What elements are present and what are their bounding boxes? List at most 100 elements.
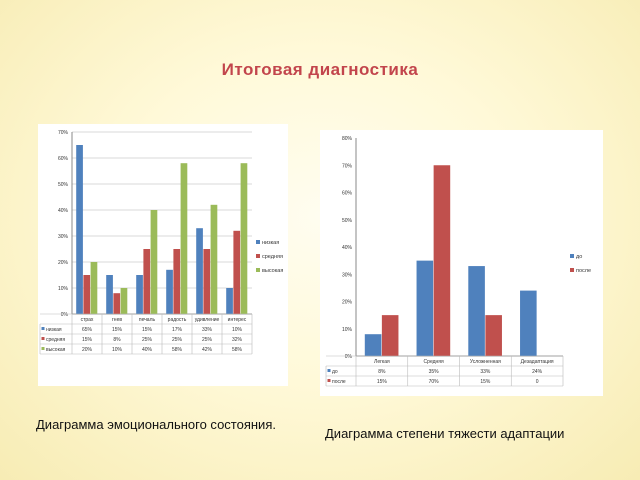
- y-tick-label: 0%: [61, 312, 69, 318]
- bar: [240, 163, 248, 314]
- table-cell: 10%: [112, 347, 123, 353]
- bar: [180, 163, 188, 314]
- bar: [468, 266, 485, 356]
- legend-label: после: [576, 268, 591, 274]
- table-cell: 33%: [480, 369, 491, 375]
- table-cell: 15%: [82, 337, 93, 343]
- table-cell: 32%: [232, 337, 243, 343]
- legend-key: [256, 240, 260, 244]
- y-tick-label: 80%: [342, 136, 353, 142]
- y-tick-label: 30%: [58, 234, 69, 240]
- table-cell: 65%: [82, 327, 93, 333]
- y-tick-label: 10%: [58, 286, 69, 292]
- bar: [143, 249, 151, 314]
- legend-key: [256, 254, 260, 258]
- table-series-label: средняя: [46, 337, 65, 343]
- x-tick-label: Средняя: [424, 359, 444, 365]
- slide-title: Итоговая диагностика: [221, 60, 419, 79]
- legend-key: [570, 268, 574, 272]
- bar: [90, 262, 98, 314]
- table-cell: 15%: [377, 379, 388, 385]
- bar: [76, 145, 83, 314]
- table-legend-key: [327, 369, 331, 372]
- table-legend-key: [327, 379, 331, 382]
- x-tick-label: печаль: [139, 317, 156, 323]
- table-cell: 10%: [232, 327, 243, 333]
- x-tick-label: удивление: [195, 317, 220, 323]
- x-tick-label: Усложненная: [470, 359, 501, 365]
- table-cell: 42%: [202, 347, 213, 353]
- bar: [150, 210, 158, 314]
- legend-label: средняя: [262, 254, 283, 260]
- x-tick-label: Легкая: [374, 359, 390, 365]
- x-tick-label: радость: [168, 317, 187, 323]
- bar: [203, 249, 211, 314]
- bar: [166, 269, 173, 314]
- left-chart-caption: Диаграмма эмоционального состояния.: [36, 417, 276, 432]
- y-tick-label: 70%: [58, 130, 69, 136]
- right-chart-caption: Диаграмма степени тяжести адаптации: [325, 426, 565, 441]
- bar: [364, 334, 382, 356]
- bar: [233, 230, 241, 314]
- bar: [196, 228, 203, 314]
- table-cell: 20%: [82, 347, 93, 353]
- bar: [520, 290, 537, 356]
- table-legend-key: [41, 347, 45, 350]
- table-series-label: высокая: [46, 347, 66, 353]
- table-cell: 25%: [202, 337, 213, 343]
- bar: [226, 288, 233, 314]
- y-tick-label: 60%: [342, 191, 353, 197]
- table-cell: 35%: [429, 369, 440, 375]
- table-series-label: низкая: [46, 327, 62, 333]
- table-series-label: до: [332, 369, 338, 375]
- legend-label: высокая: [262, 268, 283, 274]
- y-tick-label: 40%: [342, 245, 353, 251]
- table-cell: 24%: [532, 369, 543, 375]
- table-cell: 0: [536, 379, 539, 385]
- bar: [83, 275, 91, 314]
- y-tick-label: 10%: [342, 327, 353, 333]
- y-tick-label: 30%: [342, 272, 353, 278]
- adaptation-severity-chart: 0% 10% 20% 30% 40% 50% 60% 70% 80% Легкая Средняя У…: [320, 130, 603, 396]
- y-tick-label: 20%: [342, 300, 353, 306]
- adaptation-severity-chart-svg: 0% 10% 20% 30% 40% 50% 60% 70% 80% Легкая Средняя У…: [325, 136, 591, 387]
- y-tick-label: 60%: [58, 156, 69, 162]
- bar: [106, 275, 113, 314]
- bar: [381, 315, 399, 356]
- y-tick-label: 20%: [58, 260, 69, 266]
- table-cell: 15%: [480, 379, 491, 385]
- x-tick-label: интерес: [228, 317, 247, 323]
- legend-key: [256, 268, 260, 272]
- table-cell: 40%: [142, 347, 153, 353]
- table-cell: 70%: [429, 379, 440, 385]
- bar: [433, 165, 451, 356]
- x-tick-label: страх: [81, 317, 94, 323]
- bar: [113, 293, 121, 314]
- y-tick-label: 70%: [342, 163, 353, 169]
- table-legend-key: [41, 337, 45, 340]
- bar: [136, 275, 143, 314]
- bar: [485, 315, 502, 356]
- table-cell: 17%: [172, 327, 183, 333]
- x-tick-label: гнев: [112, 317, 122, 323]
- bar: [416, 260, 434, 356]
- emotional-state-chart: 0% 10% 20% 30% 40% 50% 60% 70% страх гнев печаль ра…: [38, 124, 288, 386]
- legend-key: [570, 254, 574, 258]
- table-cell: 33%: [202, 327, 213, 333]
- table-cell: 8%: [378, 369, 386, 375]
- bar: [173, 249, 181, 314]
- legend-label: до: [576, 254, 582, 260]
- table-cell: 8%: [113, 337, 121, 343]
- table-series-label: после: [332, 379, 346, 385]
- y-tick-label: 50%: [342, 218, 353, 224]
- table-cell: 15%: [142, 327, 153, 333]
- table-cell: 25%: [172, 337, 183, 343]
- bar: [120, 288, 128, 314]
- legend-label: низкая: [262, 240, 279, 246]
- bar: [210, 204, 218, 314]
- y-tick-label: 50%: [58, 182, 69, 188]
- table-cell: 58%: [232, 347, 243, 353]
- x-tick-label: Дезадаптация: [521, 359, 554, 365]
- emotional-state-chart-svg: 0% 10% 20% 30% 40% 50% 60% 70% страх гнев печаль ра…: [39, 130, 283, 355]
- y-tick-label: 0%: [345, 354, 353, 360]
